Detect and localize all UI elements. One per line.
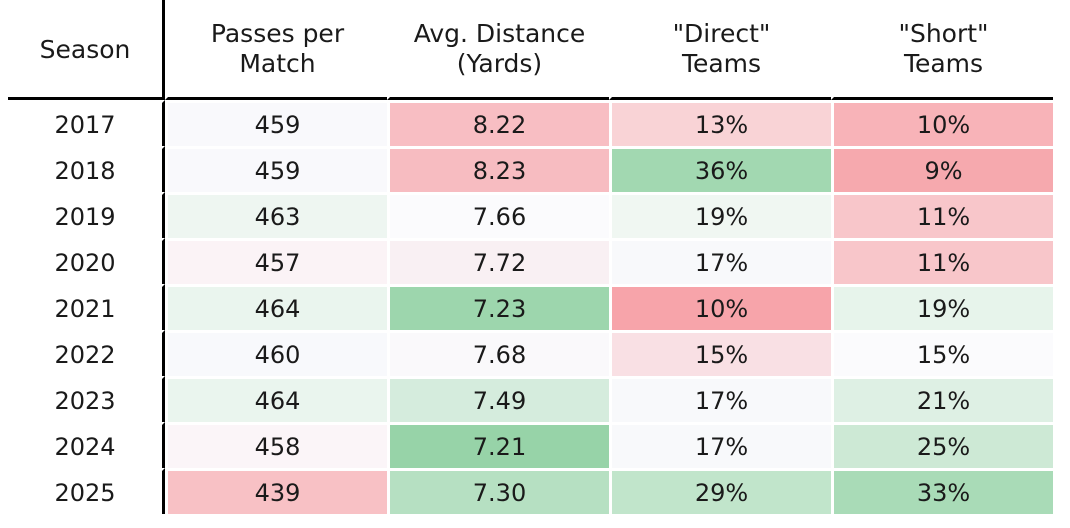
cell-passes: 458	[165, 422, 387, 468]
cell-direct: 15%	[609, 330, 831, 376]
cell-distance: 7.66	[387, 192, 609, 238]
cell-season: 2023	[8, 376, 165, 422]
cell-direct: 29%	[609, 468, 831, 514]
header-passes-per-match: Passes per Match	[165, 0, 387, 100]
cell-distance: 8.23	[387, 146, 609, 192]
header-avg-distance: Avg. Distance (Yards)	[387, 0, 609, 100]
cell-season: 2024	[8, 422, 165, 468]
cell-direct: 13%	[609, 100, 831, 146]
table-row: 2019 463 7.66 19% 11%	[8, 192, 1053, 238]
header-row: Season Passes per Match Avg. Distance (Y…	[8, 0, 1053, 100]
header-direct-teams: "Direct" Teams	[609, 0, 831, 100]
table-row: 2022 460 7.68 15% 15%	[8, 330, 1053, 376]
table-body: 2017 459 8.22 13% 10% 2018 459 8.23 36% 9% 2019 463…	[8, 100, 1053, 514]
header-distance-line-2: (Yards)	[456, 48, 543, 78]
cell-passes: 464	[165, 376, 387, 422]
cell-direct: 19%	[609, 192, 831, 238]
cell-season: 2017	[8, 100, 165, 146]
header-short-line-1: "Short"	[898, 18, 989, 48]
cell-season: 2018	[8, 146, 165, 192]
header-direct-line-2: Teams	[681, 48, 762, 78]
cell-short: 11%	[831, 238, 1053, 284]
cell-distance: 7.68	[387, 330, 609, 376]
cell-distance: 7.23	[387, 284, 609, 330]
header-distance-line-1: Avg. Distance	[413, 18, 586, 48]
table-row: 2021 464 7.23 10% 19%	[8, 284, 1053, 330]
cell-passes: 459	[165, 146, 387, 192]
season-passing-table: Season Passes per Match Avg. Distance (Y…	[8, 0, 1053, 514]
cell-passes: 439	[165, 468, 387, 514]
cell-short: 33%	[831, 468, 1053, 514]
cell-short: 15%	[831, 330, 1053, 376]
cell-direct: 17%	[609, 422, 831, 468]
header-passes-line-2: Match	[239, 48, 316, 78]
header-season-line-1: Season	[39, 34, 131, 64]
cell-season: 2022	[8, 330, 165, 376]
cell-passes: 460	[165, 330, 387, 376]
cell-short: 10%	[831, 100, 1053, 146]
cell-season: 2025	[8, 468, 165, 514]
cell-direct: 17%	[609, 376, 831, 422]
cell-season: 2020	[8, 238, 165, 284]
cell-short: 21%	[831, 376, 1053, 422]
cell-passes: 459	[165, 100, 387, 146]
table-row: 2025 439 7.30 29% 33%	[8, 468, 1053, 514]
table-row: 2024 458 7.21 17% 25%	[8, 422, 1053, 468]
cell-short: 19%	[831, 284, 1053, 330]
cell-short: 11%	[831, 192, 1053, 238]
cell-distance: 7.21	[387, 422, 609, 468]
table-row: 2017 459 8.22 13% 10%	[8, 100, 1053, 146]
table-row: 2020 457 7.72 17% 11%	[8, 238, 1053, 284]
cell-short: 9%	[831, 146, 1053, 192]
cell-passes: 457	[165, 238, 387, 284]
cell-distance: 7.30	[387, 468, 609, 514]
cell-distance: 7.72	[387, 238, 609, 284]
cell-distance: 7.49	[387, 376, 609, 422]
cell-short: 25%	[831, 422, 1053, 468]
table-row: 2023 464 7.49 17% 21%	[8, 376, 1053, 422]
header-short-line-2: Teams	[903, 48, 984, 78]
cell-direct: 17%	[609, 238, 831, 284]
cell-direct: 36%	[609, 146, 831, 192]
header-season: Season	[8, 0, 165, 100]
cell-season: 2019	[8, 192, 165, 238]
header-passes-line-1: Passes per	[210, 18, 345, 48]
cell-season: 2021	[8, 284, 165, 330]
cell-passes: 463	[165, 192, 387, 238]
cell-direct: 10%	[609, 284, 831, 330]
cell-distance: 8.22	[387, 100, 609, 146]
header-short-teams: "Short" Teams	[831, 0, 1053, 100]
table-row: 2018 459 8.23 36% 9%	[8, 146, 1053, 192]
cell-passes: 464	[165, 284, 387, 330]
header-direct-line-1: "Direct"	[672, 18, 771, 48]
